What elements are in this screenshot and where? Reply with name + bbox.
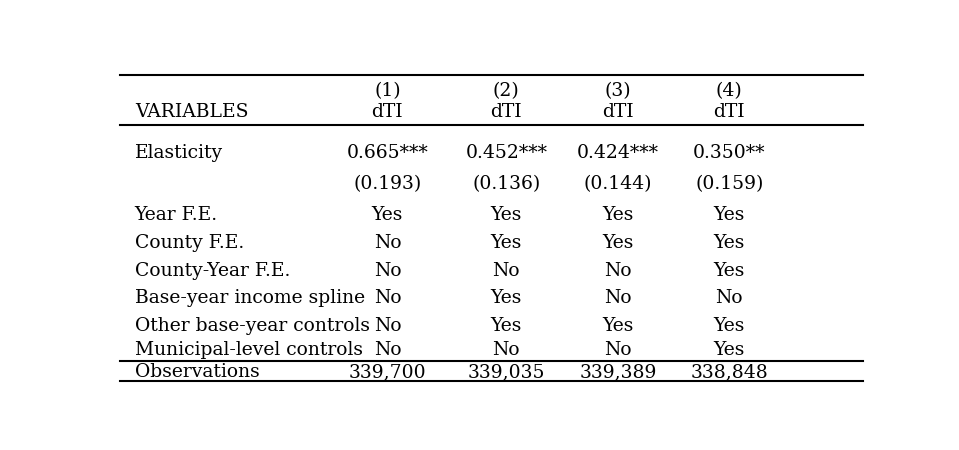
Text: Yes: Yes [491,317,522,335]
Text: (0.144): (0.144) [584,175,652,193]
Text: 0.350**: 0.350** [693,144,765,162]
Text: No: No [604,289,632,307]
Text: 339,389: 339,389 [579,363,657,381]
Text: (0.159): (0.159) [695,175,763,193]
Text: Yes: Yes [713,206,745,224]
Text: Yes: Yes [491,234,522,252]
Text: dTI: dTI [372,103,403,121]
Text: Yes: Yes [713,341,745,359]
Text: No: No [715,289,743,307]
Text: Year F.E.: Year F.E. [134,206,218,224]
Text: Yes: Yes [713,317,745,335]
Text: Yes: Yes [602,234,634,252]
Text: Yes: Yes [372,206,403,224]
Text: 0.452***: 0.452*** [465,144,548,162]
Text: No: No [374,234,401,252]
Text: (3): (3) [604,82,631,100]
Text: (1): (1) [374,82,401,100]
Text: dTI: dTI [491,103,522,121]
Text: No: No [604,341,632,359]
Text: No: No [604,261,632,279]
Text: dTI: dTI [713,103,745,121]
Text: Yes: Yes [491,289,522,307]
Text: 338,848: 338,848 [690,363,768,381]
Text: Other base-year controls: Other base-year controls [134,317,370,335]
Text: Yes: Yes [602,206,634,224]
Text: Observations: Observations [134,363,260,381]
Text: Yes: Yes [713,261,745,279]
Text: 339,700: 339,700 [349,363,426,381]
Text: dTI: dTI [602,103,634,121]
Text: County F.E.: County F.E. [134,234,244,252]
Text: (0.193): (0.193) [353,175,422,193]
Text: 0.665***: 0.665*** [346,144,429,162]
Text: Base-year income spline: Base-year income spline [134,289,364,307]
Text: No: No [493,341,520,359]
Text: 0.424***: 0.424*** [576,144,659,162]
Text: Elasticity: Elasticity [134,144,222,162]
Text: No: No [493,261,520,279]
Text: (0.136): (0.136) [472,175,541,193]
Text: Yes: Yes [713,234,745,252]
Text: VARIABLES: VARIABLES [134,103,248,121]
Text: No: No [374,261,401,279]
Text: (4): (4) [716,82,742,100]
Text: Yes: Yes [491,206,522,224]
Text: Yes: Yes [602,317,634,335]
Text: (2): (2) [493,82,520,100]
Text: No: No [374,289,401,307]
Text: Municipal-level controls: Municipal-level controls [134,341,363,359]
Text: No: No [374,341,401,359]
Text: 339,035: 339,035 [468,363,545,381]
Text: County-Year F.E.: County-Year F.E. [134,261,291,279]
Text: No: No [374,317,401,335]
